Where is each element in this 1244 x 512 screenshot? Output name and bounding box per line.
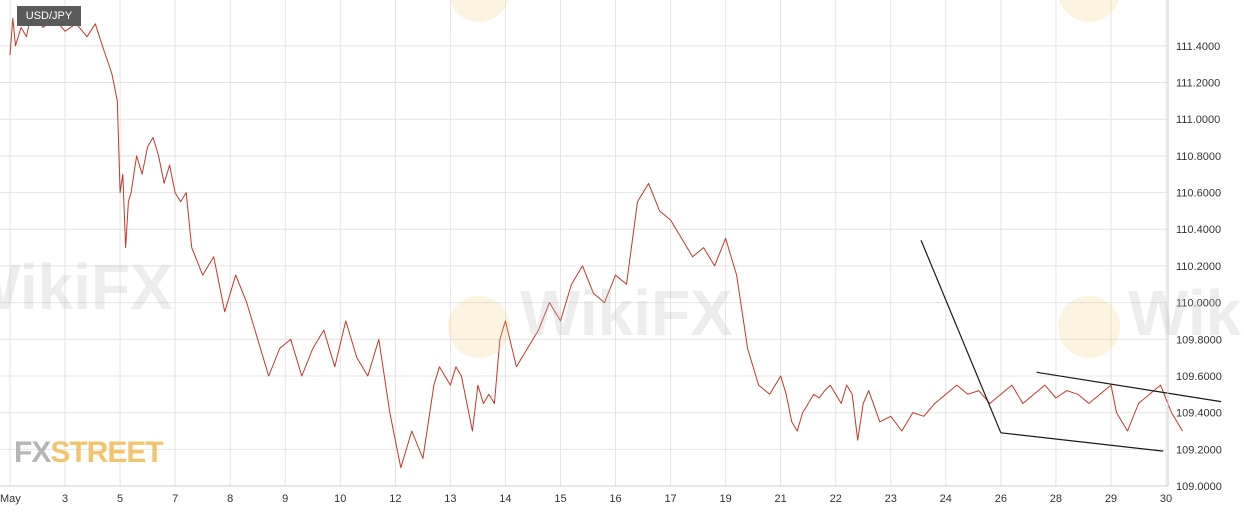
x-tick-label: 9	[282, 493, 288, 505]
x-tick-label: 13	[444, 493, 456, 505]
y-tick-label: 110.8000	[1176, 151, 1221, 163]
x-tick-label: 7	[172, 493, 178, 505]
x-tick-label: 5	[117, 493, 123, 505]
y-tick-label: 109.0000	[1176, 481, 1222, 493]
x-tick-label: 23	[885, 493, 897, 505]
trendline	[920, 240, 1002, 434]
y-tick-label: 109.8000	[1176, 334, 1222, 346]
x-tick-label: 10	[334, 493, 346, 505]
x-tick-label: May	[0, 493, 21, 505]
y-tick-label: 109.4000	[1176, 408, 1222, 420]
x-tick-label: 8	[227, 493, 233, 505]
y-tick-label: 110.0000	[1176, 298, 1221, 310]
trendline	[1000, 432, 1164, 452]
logo-part-fx: FX	[14, 436, 51, 469]
fxstreet-logo: FXSTREET	[14, 436, 164, 470]
x-tick-label: 14	[499, 493, 511, 505]
x-tick-label: 22	[830, 493, 842, 505]
price-series	[9, 8, 1183, 469]
x-tick-label: 19	[719, 493, 731, 505]
y-tick-label: 110.2000	[1176, 261, 1221, 273]
x-tick-label: 16	[609, 493, 621, 505]
x-tick-label: 12	[389, 493, 401, 505]
y-tick-label: 111.0000	[1176, 114, 1220, 126]
y-tick-label: 111.2000	[1176, 78, 1220, 90]
trendlines	[920, 240, 1222, 452]
y-tick-label: 110.4000	[1176, 224, 1221, 236]
symbol-badge: USD/JPY	[17, 6, 81, 26]
x-tick-label: 28	[1050, 493, 1062, 505]
logo-part-street: STREET	[50, 436, 163, 469]
y-tick-label: 109.2000	[1176, 444, 1222, 456]
x-tick-label: 30	[1160, 493, 1172, 505]
x-tick-label: 17	[664, 493, 676, 505]
x-tick-label: 15	[554, 493, 566, 505]
y-axis-ticks: 111.4000 111.2000 111.0000 110.8000 110.6000…	[1176, 41, 1222, 493]
price-line	[9, 8, 1183, 469]
x-tick-label: 26	[995, 493, 1007, 505]
x-tick-label: 3	[62, 493, 68, 505]
y-tick-label: 109.6000	[1176, 371, 1222, 383]
x-tick-label: 29	[1105, 493, 1117, 505]
x-tick-label: 21	[775, 493, 787, 505]
x-tick-label: 24	[940, 493, 952, 505]
x-axis-ticks: May 3 5 7 8 9 10 12 13 14 15 16 17 19 21 22 23 24 26 28 29 30	[0, 493, 1172, 505]
trendline	[1036, 371, 1222, 403]
y-tick-label: 110.6000	[1176, 188, 1221, 200]
y-tick-label: 111.4000	[1176, 41, 1220, 53]
